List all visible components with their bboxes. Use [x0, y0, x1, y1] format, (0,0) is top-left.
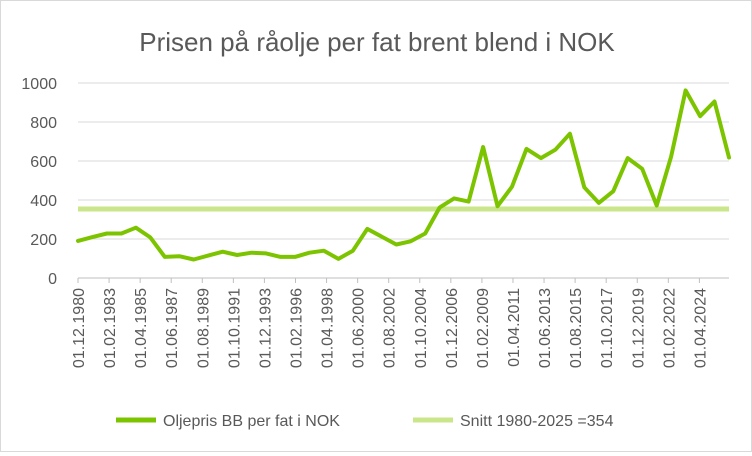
- x-tick-label: 01.06.2013: [537, 288, 554, 368]
- x-tick-label: 01.04.2024: [692, 288, 709, 368]
- oil-price-point: [119, 232, 123, 236]
- oil-price-point: [669, 155, 673, 159]
- oil-price-point: [597, 201, 601, 205]
- x-tick-label: 01.08.1989: [195, 288, 212, 368]
- oil-price-point: [713, 100, 717, 104]
- oil-price-point: [568, 132, 572, 136]
- y-tick-label: 600: [30, 154, 57, 171]
- oil-price-point: [438, 205, 442, 209]
- x-tick-labels: 01.12.1980 01.02.1983 01.04.1985 01.06.1987…: [71, 278, 709, 368]
- y-tick-label: 1000: [21, 76, 57, 93]
- oil-price-point: [264, 251, 268, 255]
- x-tick-label: 01.12.1980: [71, 288, 88, 368]
- legend-label-oljepris: Oljepris BB per fat i NOK: [163, 413, 340, 430]
- x-tick-label: 01.02.1983: [102, 288, 119, 368]
- oil-price-point: [76, 239, 80, 243]
- oil-price-point: [626, 156, 630, 160]
- oil-price-point: [336, 257, 340, 261]
- oil-price-point: [611, 189, 615, 193]
- oil-price-point: [727, 155, 731, 159]
- gridlines: [78, 82, 729, 279]
- oil-price-point: [365, 227, 369, 231]
- y-tick-label: 0: [48, 271, 57, 288]
- x-tick-label: 01.10.2004: [413, 288, 430, 368]
- oil-price-point: [394, 242, 398, 246]
- x-tick-label: 01.08.2015: [568, 288, 585, 368]
- chart-title: Prisen på råolje per fat brent blend i N…: [139, 27, 615, 57]
- y-tick-label: 200: [30, 232, 57, 249]
- x-tick-label: 01.10.2017: [599, 288, 616, 368]
- series-layer: [76, 88, 731, 262]
- oil-price-point: [177, 254, 181, 258]
- oil-price-point: [640, 167, 644, 171]
- oil-price-point: [192, 257, 196, 261]
- oil-price-point: [380, 235, 384, 239]
- oil-price-point: [105, 232, 109, 236]
- oil-price-point: [524, 147, 528, 151]
- oil-price-point: [553, 148, 557, 152]
- y-tick-labels: 0 200 400 600 800 1000: [21, 76, 57, 288]
- oil-price-point: [698, 114, 702, 118]
- oil-price-point: [467, 200, 471, 204]
- oil-price-point: [279, 255, 283, 259]
- oil-price-point: [423, 232, 427, 236]
- oil-price-point: [409, 239, 413, 243]
- oil-price-point: [351, 249, 355, 253]
- oil-price-point: [322, 249, 326, 253]
- x-tick-label: 01.02.2009: [475, 288, 492, 368]
- x-tick-label: 01.02.1996: [288, 288, 305, 368]
- oil-price-point: [684, 88, 688, 92]
- oil-price-point: [481, 145, 485, 149]
- oil-price-point: [206, 254, 210, 258]
- oil-price-point: [134, 226, 138, 230]
- legend-label-snitt: Snitt 1980-2025 =354: [460, 413, 614, 430]
- oil-price-point: [90, 235, 94, 239]
- oil-price-point: [235, 253, 239, 257]
- x-tick-label: 01.04.2011: [506, 288, 523, 367]
- oil-price-point: [496, 204, 500, 208]
- oil-price-point: [221, 250, 225, 254]
- x-tick-label: 01.06.2000: [351, 288, 368, 368]
- oil-price-line: [76, 88, 731, 262]
- x-tick-label: 01.12.2019: [630, 288, 647, 368]
- oil-price-point: [148, 235, 152, 239]
- oil-price-point: [582, 185, 586, 189]
- x-tick-label: 01.04.1998: [320, 288, 337, 368]
- oil-price-point: [452, 196, 456, 200]
- oil-price-point: [293, 255, 297, 259]
- oil-price-point: [655, 203, 659, 207]
- oil-price-point: [307, 251, 311, 255]
- y-tick-label: 400: [30, 193, 57, 210]
- x-tick-label: 01.12.1993: [257, 288, 274, 368]
- oil-price-point: [510, 185, 514, 189]
- oil-price-point: [163, 255, 167, 259]
- legend: Oljepris BB per fat i NOK Snitt 1980-202…: [116, 413, 614, 430]
- x-tick-label: 01.08.2002: [382, 288, 399, 368]
- x-tick-label: 01.12.2006: [444, 288, 461, 368]
- x-tick-label: 01.04.1985: [133, 288, 150, 368]
- oil-price-point: [539, 156, 543, 160]
- x-tick-label: 01.02.2022: [661, 288, 678, 368]
- x-tick-label: 01.10.1991: [226, 288, 243, 368]
- x-tick-label: 01.06.1987: [164, 288, 181, 368]
- y-tick-label: 800: [30, 115, 57, 132]
- oil-price-point: [250, 251, 254, 255]
